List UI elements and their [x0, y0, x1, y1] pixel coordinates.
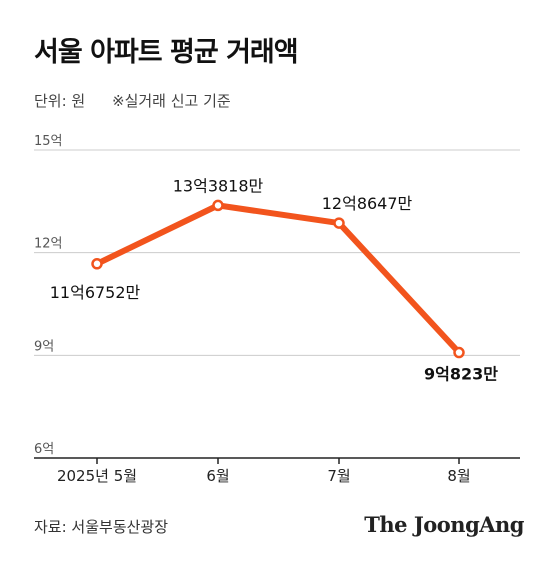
data-point [91, 258, 103, 270]
source-note: 자료: 서울부동산광장 [34, 518, 169, 536]
data-label: 13억3818만 [173, 176, 264, 195]
y-tick-label: 6억 [34, 442, 54, 457]
unit-label: 단위: 원 [34, 92, 86, 110]
x-tick-label: 7월 [327, 467, 350, 485]
data-label: 12억8647만 [322, 194, 413, 213]
chart-title: 서울 아파트 평균 거래액 [34, 37, 299, 68]
x-tick-label: 8월 [447, 467, 470, 485]
data-label: 11억6752만 [50, 283, 141, 302]
series-line [94, 202, 462, 356]
data-label: 9억823만 [424, 365, 498, 384]
chart-subtitle: 단위: 원 ※실거래 신고 기준 [34, 90, 253, 111]
data-point [453, 346, 465, 359]
x-tick-label: 2025년 5월 [57, 467, 137, 485]
data-point [212, 199, 224, 212]
x-tick-label: 6월 [206, 467, 229, 485]
line-chart: 6억 9억 12억 15억 2025년 5월 6월 7월 8월 11억6752만 13억3818만… [34, 134, 520, 485]
y-tick-label: 12억 [34, 237, 63, 252]
brand-logo: The JoongAng [364, 512, 524, 537]
y-tick-label: 15억 [34, 134, 63, 149]
basis-note: ※실거래 신고 기준 [112, 92, 231, 110]
data-point [333, 217, 345, 229]
y-tick-label: 9억 [34, 339, 54, 354]
